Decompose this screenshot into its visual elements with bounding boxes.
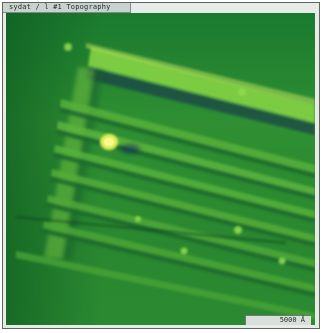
- scan-window: sydat / l #1 Topography: [2, 2, 320, 329]
- window-titlebar[interactable]: sydat / l #1 Topography: [3, 3, 131, 13]
- upper-ridge: [86, 43, 315, 135]
- scale-bar: 5000 Å: [245, 315, 311, 325]
- small-features: [64, 43, 286, 265]
- scratch-line: [15, 216, 287, 244]
- topography-render: [6, 13, 315, 325]
- terraces: [16, 99, 315, 320]
- topography-image[interactable]: 5000 Å: [6, 13, 315, 325]
- scale-label: 5000 Å: [279, 316, 305, 324]
- particle: [100, 134, 140, 154]
- window-title: sydat / l #1 Topography: [9, 3, 111, 11]
